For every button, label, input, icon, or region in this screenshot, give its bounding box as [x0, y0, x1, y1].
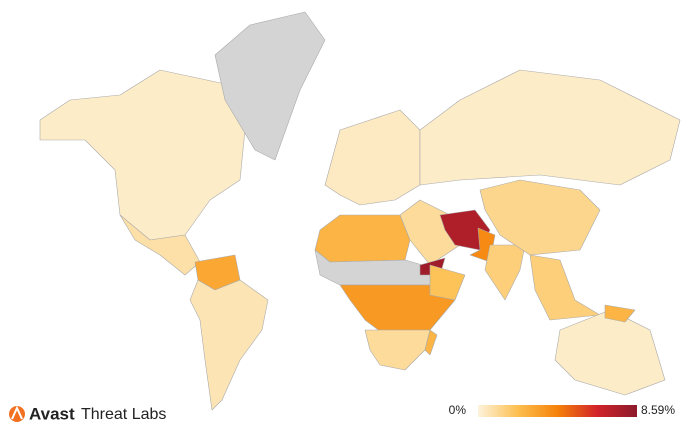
country [119, 214, 201, 276]
legend-min-label: 0% [449, 403, 467, 417]
country [39, 69, 246, 241]
country [324, 109, 421, 206]
country [484, 244, 526, 301]
country [419, 69, 681, 186]
country [429, 264, 466, 301]
country [364, 329, 431, 371]
brand-name: Avast [29, 404, 75, 423]
countries [39, 11, 681, 411]
country [479, 179, 601, 256]
brand-product: Threat Labs [81, 406, 166, 423]
logo-mark [11, 405, 23, 420]
legend-bar [478, 405, 637, 417]
country [529, 254, 601, 321]
country [554, 309, 666, 396]
legend-max-label: 8.59% [641, 403, 675, 417]
country [214, 11, 326, 161]
country [189, 279, 269, 411]
country [424, 329, 438, 356]
country [604, 304, 636, 323]
country [314, 214, 411, 263]
brand-logo: Avast Threat Labs [9, 404, 166, 423]
